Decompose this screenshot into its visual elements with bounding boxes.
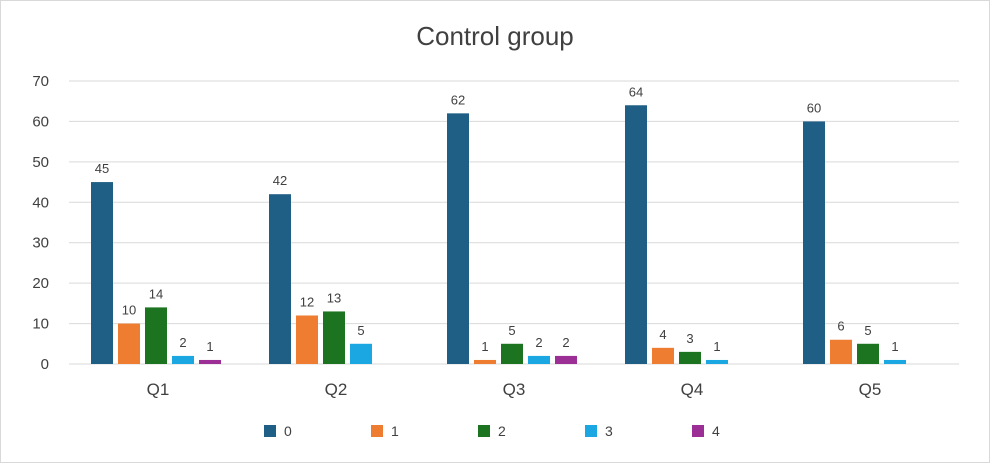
- bar-q5-series-1: [830, 339, 852, 364]
- legend-swatch: [264, 425, 276, 437]
- data-label: 13: [327, 290, 341, 305]
- x-category-label: Q3: [503, 380, 526, 399]
- data-label: 42: [273, 173, 287, 188]
- legend-label: 3: [605, 423, 613, 439]
- data-label: 6: [837, 319, 844, 334]
- bar-q5-series-0: [803, 121, 825, 364]
- data-label: 12: [300, 294, 314, 309]
- legend-label: 0: [284, 423, 292, 439]
- y-tick-label: 40: [32, 194, 49, 211]
- legend-swatch: [478, 425, 490, 437]
- bar-q2-series-1: [296, 315, 318, 364]
- data-label: 45: [95, 161, 109, 176]
- y-tick-label: 30: [32, 235, 49, 252]
- bar-q4-series-2: [679, 351, 701, 364]
- bar-q2-series-0: [269, 194, 291, 364]
- data-label: 10: [122, 303, 136, 318]
- y-tick-label: 70: [32, 73, 49, 90]
- data-label: 1: [891, 339, 898, 354]
- data-label: 5: [357, 323, 364, 338]
- data-label: 64: [629, 84, 643, 99]
- y-tick-label: 10: [32, 316, 49, 333]
- bar-q3-series-3: [528, 355, 550, 364]
- bar-q3-series-2: [501, 343, 523, 364]
- data-label: 14: [149, 286, 163, 301]
- legend: 0 1 2 3 4: [264, 423, 720, 439]
- bar-q1-series-0: [91, 182, 113, 364]
- bar-q4-series-3: [706, 359, 728, 364]
- bar-q3-series-0: [447, 113, 469, 364]
- y-tick-label: 20: [32, 275, 49, 292]
- data-label: 2: [179, 335, 186, 350]
- data-label: 1: [481, 339, 488, 354]
- legend-label: 1: [391, 423, 399, 439]
- data-label: 5: [864, 323, 871, 338]
- bars: [91, 105, 906, 364]
- bar-q1-series-4: [199, 359, 221, 364]
- y-tick-label: 60: [32, 113, 49, 130]
- axis-labels: 0 10 20 30 40 50 60 70 Q1 Q2 Q3 Q4 Q5: [32, 73, 881, 399]
- bar-q2-series-3: [350, 343, 372, 364]
- legend-label: 4: [712, 423, 720, 439]
- gridlines: [69, 80, 959, 365]
- data-label: 1: [713, 339, 720, 354]
- x-category-label: Q4: [681, 380, 704, 399]
- x-category-label: Q1: [147, 380, 170, 399]
- bar-q4-series-0: [625, 105, 647, 364]
- data-label: 62: [451, 92, 465, 107]
- data-label: 5: [508, 323, 515, 338]
- data-label: 3: [686, 331, 693, 346]
- x-category-label: Q2: [325, 380, 348, 399]
- bar-q4-series-1: [652, 347, 674, 364]
- legend-label: 2: [498, 423, 506, 439]
- legend-swatch: [692, 425, 704, 437]
- bar-q1-series-2: [145, 307, 167, 364]
- data-label: 60: [807, 100, 821, 115]
- y-tick-label: 0: [41, 356, 49, 373]
- chart-title: Control group: [416, 21, 574, 51]
- bar-q2-series-2: [323, 311, 345, 364]
- bar-q5-series-3: [884, 359, 906, 364]
- legend-swatch: [585, 425, 597, 437]
- bar-q5-series-2: [857, 343, 879, 364]
- data-label: 4: [659, 327, 666, 342]
- bar-q1-series-1: [118, 323, 140, 364]
- x-category-label: Q5: [859, 380, 882, 399]
- legend-swatch: [371, 425, 383, 437]
- data-label: 2: [535, 335, 542, 350]
- y-tick-label: 50: [32, 154, 49, 171]
- bar-q3-series-4: [555, 355, 577, 364]
- data-label: 1: [206, 339, 213, 354]
- bar-q3-series-1: [474, 359, 496, 364]
- data-label: 2: [562, 335, 569, 350]
- bar-q1-series-3: [172, 355, 194, 364]
